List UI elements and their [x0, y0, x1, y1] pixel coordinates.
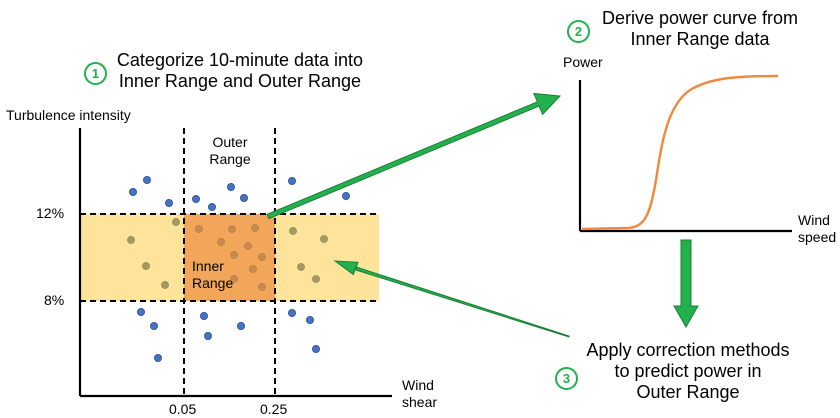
wind-shear-line-1: Wind: [402, 377, 434, 393]
wind-shear-label: Wind shear: [402, 377, 437, 410]
y-tick-8: 8%: [44, 292, 65, 308]
data-point: [251, 224, 259, 232]
wind-shear-line-2: shear: [402, 393, 438, 410]
data-point: [230, 275, 238, 283]
step-1-line-2: Inner Range and Outer Range: [118, 71, 362, 92]
data-point: [239, 193, 248, 202]
power-curve: [581, 74, 779, 231]
data-point: [249, 265, 257, 273]
step-3-line-1: Apply correction methods: [586, 340, 790, 360]
outer-range-label: Outer Range: [204, 134, 256, 167]
data-point: [161, 281, 169, 289]
step-2-badge: 2: [567, 20, 590, 43]
data-point: [136, 307, 145, 316]
wind-speed-label: Wind speed: [798, 212, 836, 245]
data-point: [312, 275, 320, 283]
data-point: [341, 191, 350, 200]
power-axis-label: Power: [563, 54, 603, 70]
step-1-label: Categorize 10-minute data into Inner Ran…: [110, 50, 370, 92]
data-point: [230, 251, 238, 259]
data-point: [287, 176, 296, 185]
left-axes: [78, 128, 392, 398]
turbulence-intensity-label: Turbulence intensity: [6, 107, 131, 123]
step-3-badge: 3: [555, 367, 578, 390]
data-point: [164, 198, 173, 207]
data-point: [172, 218, 180, 226]
arrow-down: [673, 239, 699, 329]
step-3-line-3: Outer Range: [636, 382, 740, 403]
data-point: [191, 194, 200, 203]
data-point: [199, 311, 208, 320]
data-point: [311, 344, 320, 353]
outer-range-line-2: Range: [209, 150, 251, 167]
step-3-label: Apply correction methods to predict powe…: [578, 340, 798, 404]
data-point: [236, 321, 245, 330]
data-point: [195, 225, 203, 233]
arrow-to-outer-range: [333, 260, 571, 338]
step-1-line-1: Categorize 10-minute data into: [116, 50, 364, 70]
data-point: [244, 242, 252, 250]
data-point: [228, 225, 236, 233]
inner-range-dots: [195, 224, 266, 291]
x-tick-0-05: 0.05: [169, 401, 197, 417]
x-tick-0-25: 0.25: [260, 401, 288, 417]
step-2-line-2: Inner Range data: [630, 29, 770, 50]
outer-range-dots: [128, 175, 350, 362]
band-dots: [127, 218, 328, 289]
data-point: [226, 182, 235, 191]
arrow-to-power-curve: [266, 92, 562, 220]
data-point: [287, 308, 296, 317]
data-point: [320, 235, 328, 243]
data-point: [305, 315, 314, 324]
data-point: [128, 187, 137, 196]
step-3-line-2: to predict power in: [614, 361, 762, 382]
step-1-badge: 1: [84, 62, 107, 85]
data-point: [297, 263, 305, 271]
data-point: [217, 238, 225, 246]
data-point: [142, 175, 151, 184]
inner-range-line-2: Range: [192, 274, 234, 291]
data-point: [153, 353, 162, 362]
wind-speed-line-2: speed: [798, 228, 837, 245]
range-boundaries: [80, 128, 379, 396]
data-point: [127, 236, 135, 244]
step-2-line-1: Derive power curve from: [601, 8, 799, 28]
data-point: [258, 253, 266, 261]
data-point: [203, 331, 212, 340]
data-point: [149, 321, 158, 330]
y-tick-12: 12%: [36, 205, 65, 221]
inner-range-line-1: Inner: [192, 258, 224, 274]
data-point: [289, 227, 297, 235]
data-point: [207, 202, 216, 211]
outer-range-line-1: Outer: [212, 134, 248, 150]
right-axes: [578, 80, 792, 233]
data-point: [142, 262, 150, 270]
data-point: [258, 283, 266, 291]
wind-speed-line-1: Wind: [798, 212, 830, 228]
inner-range-label: Inner Range: [192, 258, 233, 291]
step-2-label: Derive power curve from Inner Range data: [590, 8, 810, 50]
